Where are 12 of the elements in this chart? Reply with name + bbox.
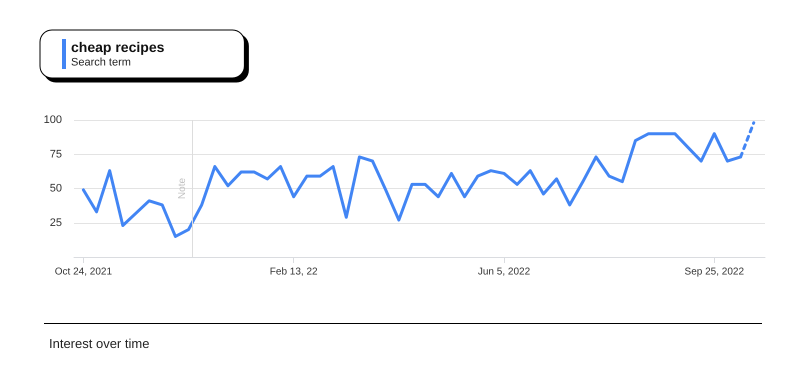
ref-line-label: Note: [176, 178, 188, 200]
y-tick-label: 75: [50, 148, 62, 160]
x-tick-label: Jun 5, 2022: [478, 266, 531, 278]
y-tick-label: 50: [50, 182, 62, 194]
x-tick-label: Feb 13, 22: [270, 266, 318, 278]
x-tick-label: Oct 24, 2021: [54, 266, 112, 278]
text: Interest over time: [49, 336, 150, 351]
legend-title: Search term: [71, 56, 131, 68]
y-tick-label: 25: [50, 216, 62, 229]
legend-label: cheap recipes: [71, 39, 165, 55]
x-tick-label: Sep 25, 2022: [684, 266, 744, 278]
y-tick-label: 100: [44, 114, 62, 126]
